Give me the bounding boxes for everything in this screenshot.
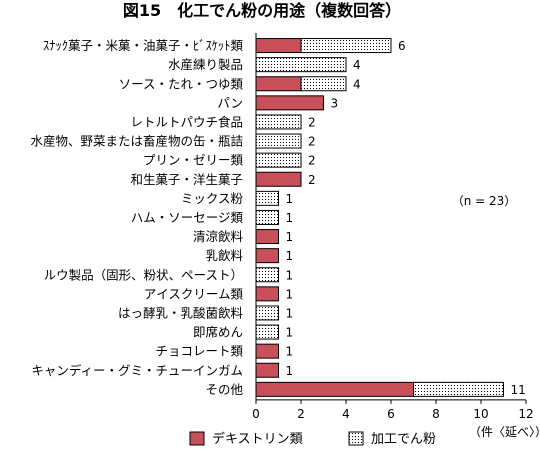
- category-label: はっ酵乳・乳酸菌飲料: [118, 305, 244, 320]
- bar-segment-modified-starch: [255, 305, 279, 321]
- category-label: ミックス粉: [181, 191, 244, 206]
- category-label: ルウ製品（固形、粉状、ペースト）: [44, 267, 243, 282]
- bar-segment-modified-starch: [255, 209, 279, 225]
- x-tick-label: 0: [252, 407, 260, 421]
- category-label: 乳飲料: [205, 248, 243, 263]
- bar-segment-modified-starch: [255, 190, 279, 206]
- bar-segment-modified-starch: [300, 38, 392, 54]
- bar-segment-dextrin: [255, 76, 302, 92]
- chart-title: 図15 化工でん粉の用途（複数回答）: [123, 1, 401, 20]
- data-label: 2: [308, 154, 316, 168]
- data-label: 2: [308, 135, 316, 149]
- data-label: 4: [353, 58, 361, 72]
- data-label: 1: [286, 326, 294, 340]
- data-label: 1: [286, 268, 294, 282]
- category-label: その他: [205, 382, 243, 397]
- bar-segment-dextrin: [255, 381, 414, 397]
- bar-segment-dextrin: [255, 229, 279, 245]
- data-label: 1: [286, 345, 294, 359]
- data-label: 1: [286, 230, 294, 244]
- legend-swatch-modified-starch: [348, 431, 364, 446]
- bar-segment-dextrin: [255, 343, 279, 359]
- bar-segment-modified-starch: [300, 76, 347, 92]
- data-label: 2: [308, 173, 316, 187]
- bar-segment-dextrin: [255, 286, 279, 302]
- bar-segment-dextrin: [255, 171, 302, 187]
- x-tick-label: 2: [297, 407, 305, 421]
- sample-size-note: （n = 23）: [452, 194, 517, 208]
- data-label: 2: [308, 115, 316, 129]
- category-label: 水産物、野菜または畜産物の缶・瓶詰: [30, 134, 243, 149]
- category-labels: ｽﾅｯｸ菓子・米菓・油菓子・ﾋﾞｽｹｯﾄ類水産練り製品ソース・たれ・つゆ類パンレ…: [30, 38, 243, 397]
- bar-segment-modified-starch: [255, 267, 279, 283]
- x-tick-label: 4: [342, 407, 350, 421]
- data-label: 1: [286, 306, 294, 320]
- data-label: 1: [286, 287, 294, 301]
- bar-segment-modified-starch: [255, 133, 302, 149]
- bar-segment-modified-starch: [255, 324, 279, 340]
- category-label: パン: [217, 95, 243, 110]
- data-label: 1: [286, 364, 294, 378]
- bar-segment-dextrin: [255, 38, 302, 54]
- x-tick-label: 12: [518, 407, 533, 421]
- category-label: アイスクリーム類: [144, 286, 244, 301]
- x-tick-label: 10: [473, 407, 488, 421]
- legend-label-dextrin: デキストリン類: [212, 431, 303, 447]
- category-label: プリン・ゼリー類: [143, 153, 244, 168]
- bar-segment-modified-starch: [255, 152, 302, 168]
- data-label: 4: [353, 77, 361, 91]
- category-label: チョコレート類: [155, 344, 243, 359]
- x-axis: 0 2 4 6 8 10 12: [252, 33, 534, 421]
- category-label: キャンディー・グミ・チューインガム: [31, 363, 243, 378]
- category-label: ハム・ソーセージ類: [131, 210, 244, 225]
- category-label: 清涼飲料: [193, 229, 244, 244]
- legend: デキストリン類 加工でん粉: [189, 431, 436, 447]
- category-label: レトルトパウチ食品: [130, 114, 243, 129]
- data-label: 6: [398, 39, 406, 53]
- category-label: 水産練り製品: [168, 57, 243, 72]
- bar-segment-dextrin: [255, 362, 279, 378]
- category-label: 和生菓子・洋生菓子: [130, 172, 243, 187]
- bar-segment-dextrin: [255, 95, 324, 111]
- data-label: 1: [286, 211, 294, 225]
- category-label: 即席めん: [193, 325, 243, 340]
- data-label: 11: [511, 383, 526, 397]
- data-label: 1: [286, 192, 294, 206]
- x-tick-label: 8: [432, 407, 440, 421]
- bar-segment-dextrin: [255, 248, 279, 264]
- legend-label-modified-starch: 加工でん粉: [371, 432, 436, 447]
- x-tick-label: 6: [387, 407, 395, 421]
- x-axis-label: （件〈延べ〉）: [469, 425, 540, 439]
- data-label: 1: [286, 249, 294, 263]
- category-label: ｽﾅｯｸ菓子・米菓・油菓子・ﾋﾞｽｹｯﾄ類: [43, 38, 244, 53]
- bar-segment-modified-starch: [413, 381, 504, 397]
- bar-segment-modified-starch: [255, 114, 302, 130]
- category-label: ソース・たれ・つゆ類: [119, 76, 244, 91]
- bar-segment-modified-starch: [255, 57, 347, 73]
- data-label: 3: [331, 96, 339, 110]
- legend-swatch-dextrin: [189, 431, 205, 446]
